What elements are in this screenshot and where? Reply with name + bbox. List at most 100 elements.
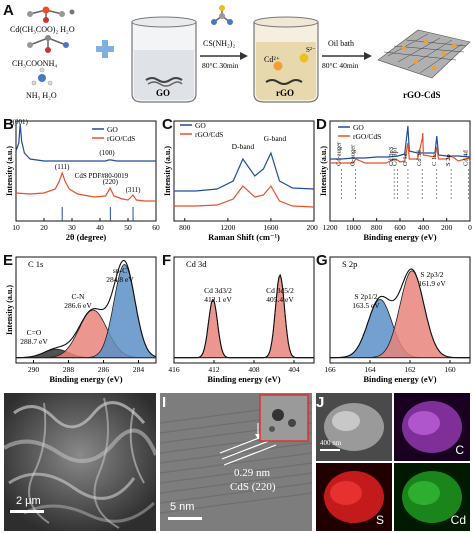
fit-peak-cd-3d3-2 [174, 299, 314, 359]
plot-frame [15, 256, 157, 364]
fit-peak-s-2p3-2 [330, 270, 470, 359]
eds-scale-bar [320, 449, 340, 451]
arrow-right-icon [200, 52, 248, 60]
peak-annotation: O 1s [402, 153, 409, 166]
x-axis-label: Raman Shift (cm⁻¹) [208, 232, 280, 242]
oil-bath-label: Oil bath [328, 39, 354, 48]
x-tick-label: 286 [98, 365, 110, 374]
x-tick-label: 800 [371, 223, 383, 232]
panel-letter-g: G [316, 252, 328, 269]
legend-label: rGO/CdS [107, 134, 135, 143]
peak-annotation: Cd 3d [416, 150, 423, 166]
peak-energy-label: 412.1 eV [204, 295, 232, 304]
envelope-line [330, 268, 470, 359]
x-tick-label: 1600 [263, 223, 278, 232]
y-axis-label: Intensity (a.u.) [319, 146, 328, 196]
peak-name-label: Cd 3d3/2 [204, 286, 232, 295]
eds-scale-label: 400 nm [320, 439, 342, 447]
x-tick-label: 40 [96, 223, 104, 232]
peak-energy-label: 163.5 eV [352, 301, 380, 310]
x-tick-label: 288 [63, 365, 75, 374]
x-tick-label: 1200 [323, 223, 338, 232]
x-tick-label: 408 [248, 365, 260, 374]
peak-annotation: O-auger [350, 144, 357, 166]
panel-title: Cd 3d [186, 259, 207, 269]
peak-name-label: S 2p1/2 [354, 292, 377, 301]
lattice-plane-label: CdS (220) [230, 481, 276, 493]
peak-name-label: C-N [72, 292, 86, 301]
series-line-go [15, 123, 156, 162]
series-line-go [330, 125, 471, 160]
hrtem-scale-label: 5 nm [170, 501, 195, 513]
sem-scale-bar [10, 510, 44, 513]
x-tick-label: 1000 [346, 223, 361, 232]
sem-image: 2 μm [4, 393, 156, 531]
sem-scale-label: 2 μm [16, 495, 41, 507]
series-line-rgo-cds [15, 171, 156, 202]
x-tick-label: 290 [28, 365, 40, 374]
peak-annotation: (001) [13, 118, 29, 126]
plot-frame [173, 120, 315, 222]
reagent-ammonia: NH₃ H₂O [26, 91, 57, 100]
series-line-rgo-cds [174, 184, 315, 208]
x-tick-label: 0 [468, 223, 472, 232]
beaker-go-label: GO [156, 88, 170, 98]
eds-cd-map: Cd [394, 463, 470, 531]
graphene-sheet-icon [377, 29, 471, 79]
panel-letter-i: I [162, 394, 167, 411]
eds-c-map: C [394, 393, 470, 461]
peak-annotation: (220) [103, 178, 119, 186]
product-label: rGO-CdS [403, 90, 441, 100]
eds-s-map: S [316, 463, 392, 531]
chart-xrd: 10 20 30 40 50 60 2θ (degree) Intensity (a.u.) G… [5, 118, 160, 242]
reagent-ammonium-acetate: CH₃COONH₄ [12, 59, 57, 68]
panel-letter-j: J [316, 394, 325, 411]
peak-annotation: S 2p [445, 154, 452, 166]
peak-annotation: G-band [264, 134, 287, 143]
legend-label: rGO/CdS [353, 132, 381, 141]
x-tick-label: 412 [208, 365, 220, 374]
x-tick-label: 1200 [220, 223, 235, 232]
x-axis-label: Binding energy (eV) [363, 374, 436, 384]
y-axis-label: Intensity (a.u.) [163, 146, 172, 196]
molecule-ammonia-icon [31, 67, 53, 86]
panel-title: S 2p [342, 259, 357, 269]
panel-letter-c: C [162, 116, 173, 133]
peak-name-label: C=O [27, 328, 42, 337]
peak-annotation: Cd 4d [463, 150, 470, 166]
legend-label: rGO/CdS [195, 130, 223, 139]
sem-texture [4, 393, 156, 531]
panel-title: C 1s [28, 259, 43, 269]
x-tick-label: 10 [12, 223, 20, 232]
x-tick-label: 20 [40, 223, 48, 232]
x-tick-label: 30 [68, 223, 76, 232]
y-axis-label: Intensity (a.u.) [5, 285, 14, 335]
x-tick-label: 600 [394, 223, 406, 232]
x-tick-label: 400 [418, 223, 430, 232]
peak-name-label: Cd 3d5/2 [266, 286, 294, 295]
plot-frame [329, 256, 471, 364]
eds-cd-label: Cd [450, 513, 466, 527]
legend-label: GO [107, 125, 118, 134]
x-axis-label: Binding energy (eV) [363, 232, 436, 242]
chart-xps-c1s: 290 288 286 284 Binding energy (eV) Intensity… [5, 256, 157, 384]
peak-annotation: Cd-auger [336, 141, 343, 166]
x-tick-label: 200 [441, 223, 453, 232]
eds-mapping: 400 nm C S Cd [316, 393, 470, 531]
peak-annotation: Cd 3p3 [388, 147, 395, 166]
chart-xps-survey: 1200 1000 800 600 400 200 0 Binding energy (eV)… [319, 120, 472, 242]
peak-annotation: D-band [232, 142, 255, 151]
reference-label: CdS PDF#80-0019 [75, 172, 129, 180]
peak-energy-label: 161.9 eV [418, 279, 446, 288]
synthesis-schematic: Cd(CH₃COO)₂ H₂O CH₃COONH₄ NH₃ H₂O GO [8, 0, 472, 112]
peak-annotation: (111) [55, 163, 70, 171]
eds-s-label: S [375, 513, 384, 527]
lattice-spacing-label: 0.29 nm [234, 467, 271, 479]
x-tick-label: 284 [133, 365, 145, 374]
s-ion-label: S²⁻ [306, 46, 316, 54]
plot-frame [15, 120, 157, 222]
legend-label: GO [353, 123, 364, 132]
x-tick-label: 60 [152, 223, 160, 232]
envelope-line [15, 259, 157, 359]
